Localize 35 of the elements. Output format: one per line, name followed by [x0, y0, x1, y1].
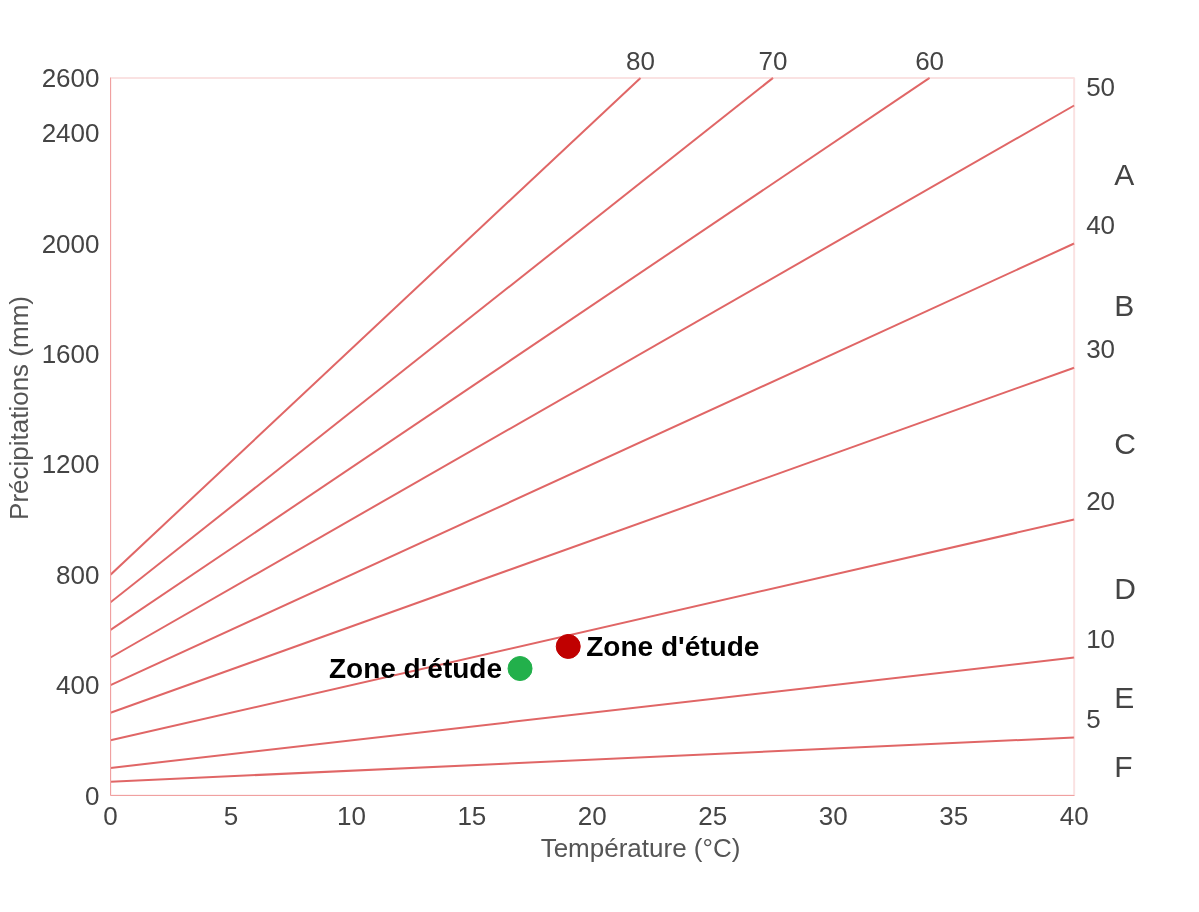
x-tick-label: 5: [223, 800, 239, 831]
series-label: 5: [1086, 703, 1101, 734]
series-label: Zone d'étude: [328, 653, 503, 685]
x-tick-label: 30: [818, 800, 848, 831]
y-tick-label: 800: [56, 559, 100, 590]
series-label: 50: [1086, 71, 1116, 102]
series-label: 20: [1086, 485, 1116, 516]
y-tick-label: 1600: [41, 338, 100, 369]
y-tick-label: 400: [56, 670, 100, 701]
series-label: 70: [758, 45, 788, 76]
y-tick-label: 0: [85, 780, 100, 811]
x-tick-label: 15: [457, 800, 487, 831]
y-tick-label: 2000: [41, 228, 100, 259]
x-tick-label: 20: [577, 800, 607, 831]
text: D: [1114, 572, 1136, 605]
text: E: [1114, 681, 1135, 715]
x-tick-label: 40: [1059, 800, 1089, 831]
y-tick-label: 1200: [41, 449, 100, 480]
series-label: Zone d'étude: [586, 630, 760, 662]
text: C: [1114, 427, 1136, 461]
x-tick-label: 10: [336, 800, 366, 831]
y-axis-title: Précipitations (mm): [3, 296, 34, 520]
x-tick-label: 35: [939, 800, 969, 831]
text: F: [1114, 750, 1133, 784]
series-label: 80: [626, 45, 655, 76]
series-label: 30: [1086, 333, 1116, 364]
text: B: [1114, 289, 1135, 323]
text: A: [1114, 158, 1135, 192]
series-label: 40: [1086, 209, 1116, 240]
x-tick-label: 25: [698, 800, 728, 831]
y-tick-label: 2600: [41, 62, 100, 93]
series-label: 10: [1086, 623, 1116, 654]
series-label: 60: [915, 45, 945, 76]
y-tick-label: 2400: [41, 118, 100, 149]
x-axis-title: Température (°C): [540, 832, 741, 863]
